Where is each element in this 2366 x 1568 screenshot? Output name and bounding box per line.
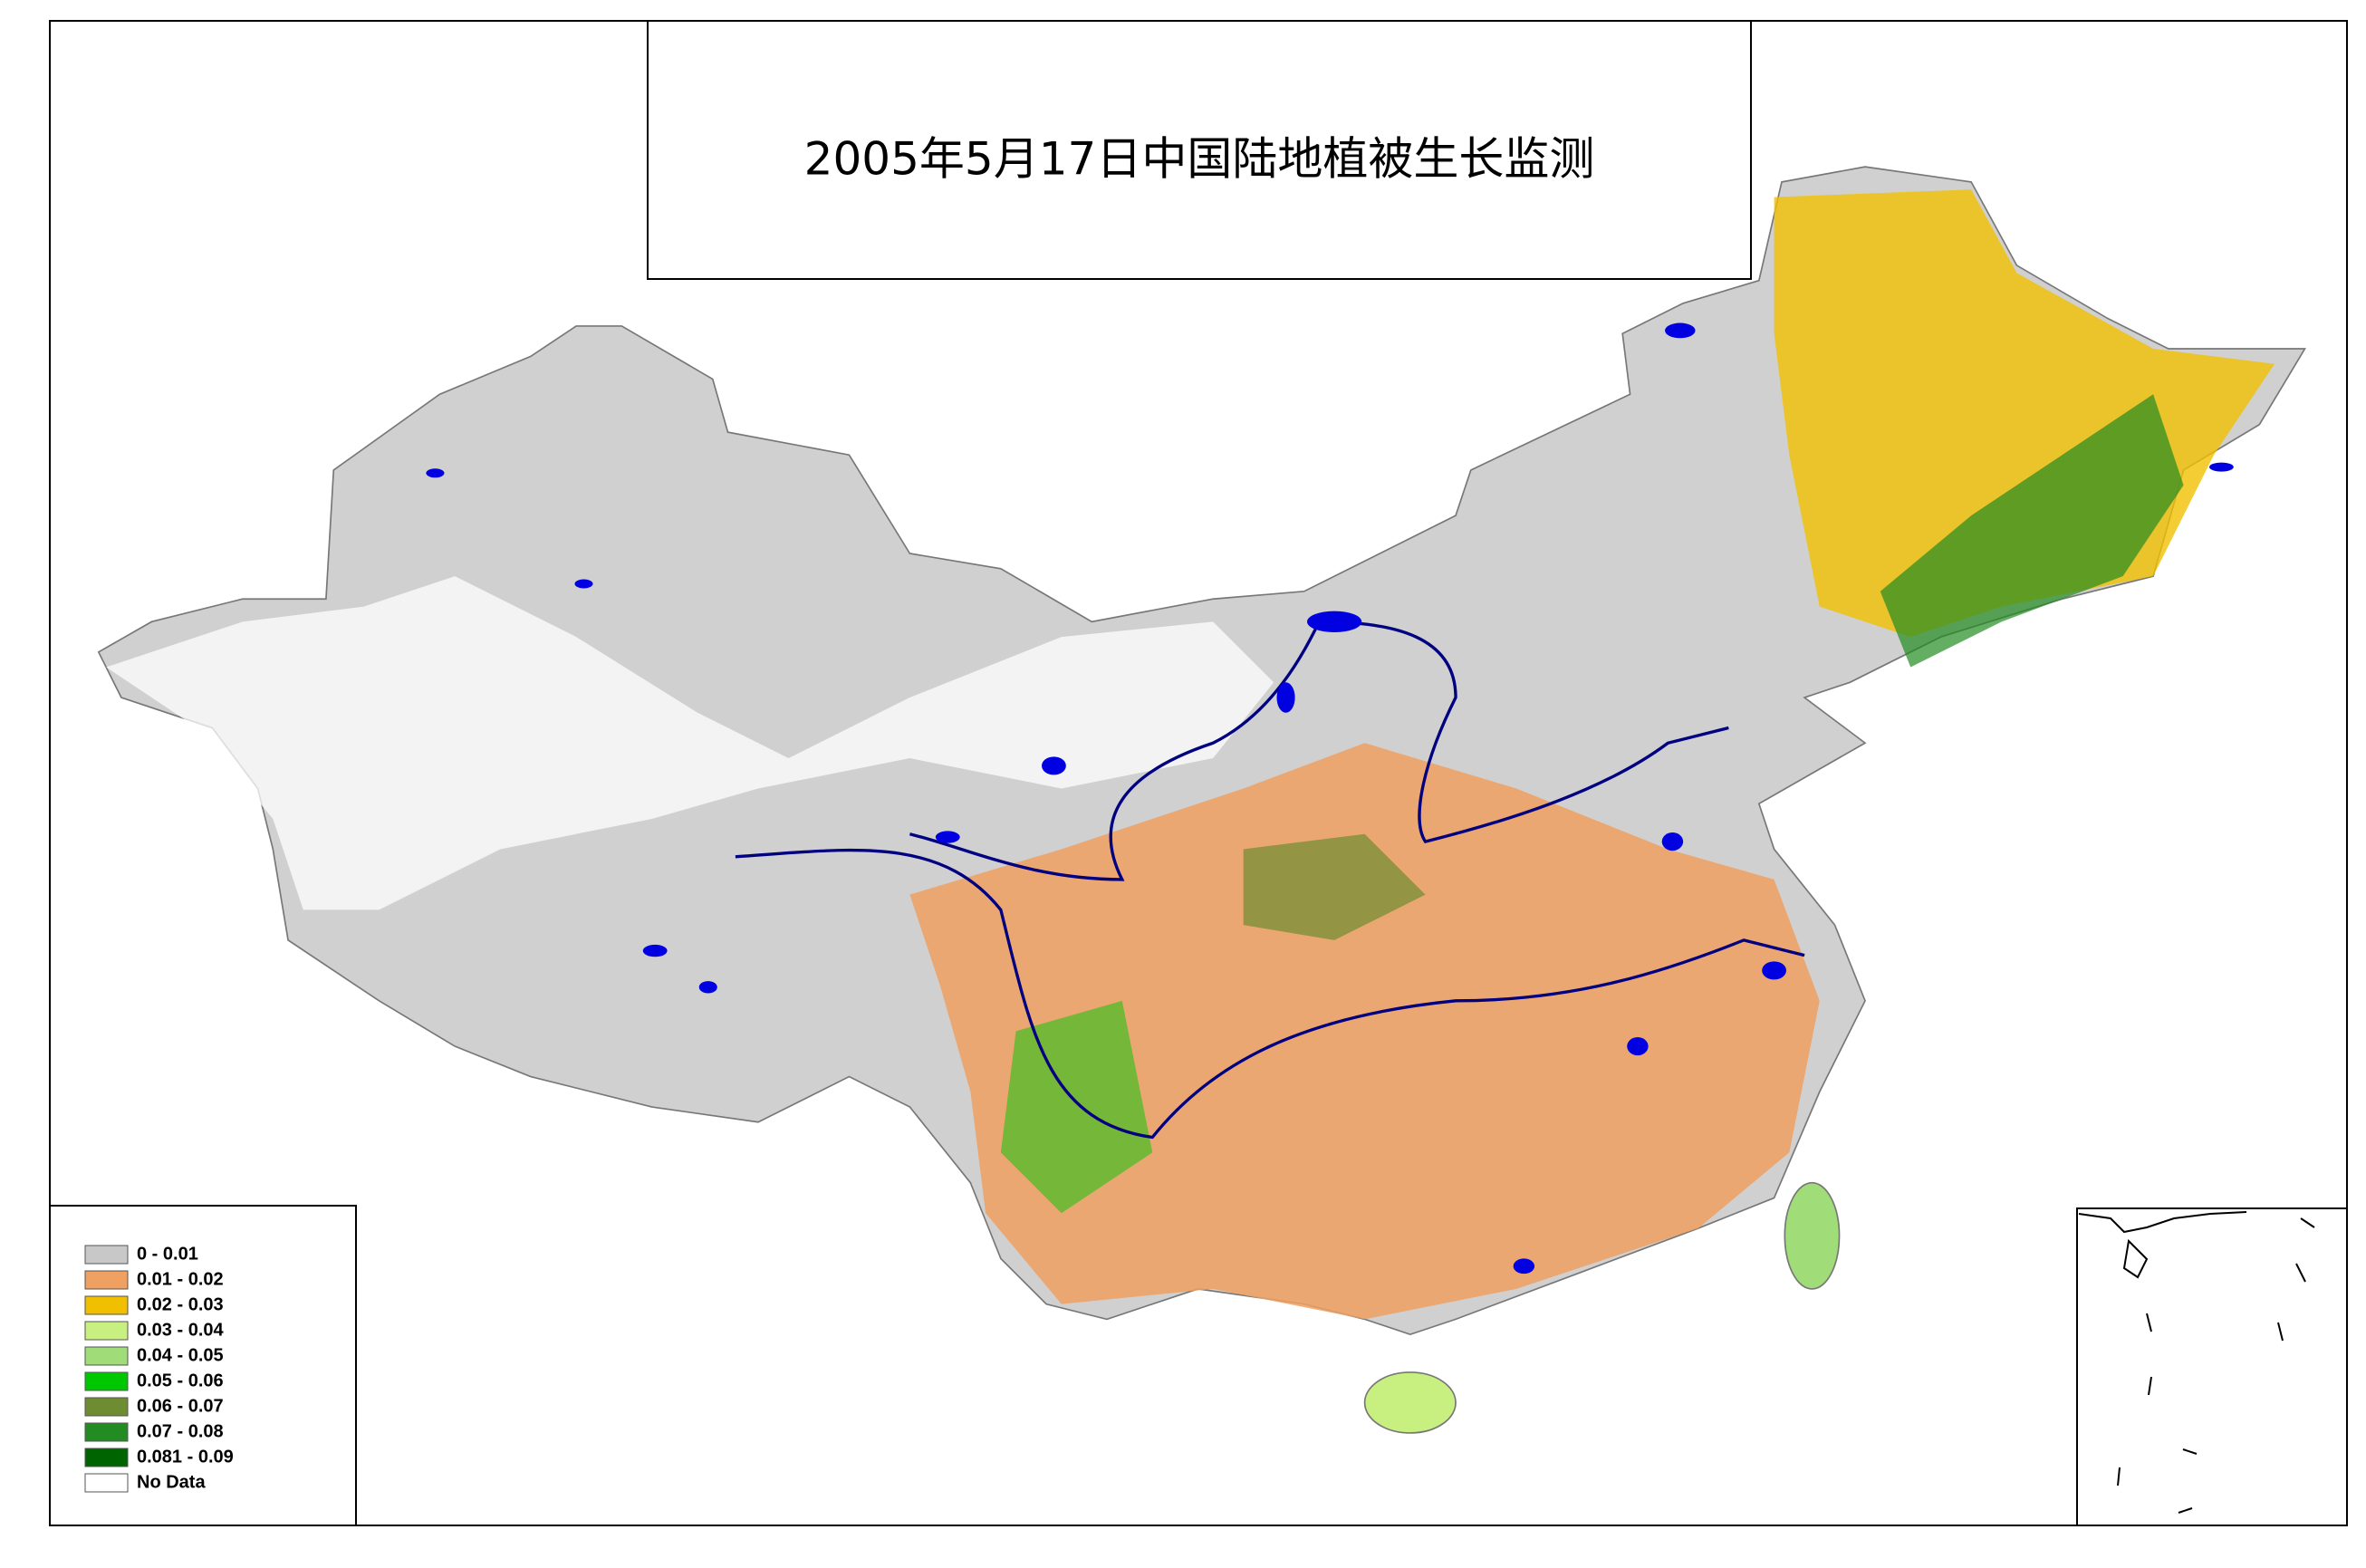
legend-swatch xyxy=(84,1270,129,1290)
no-data-west xyxy=(106,576,1274,910)
legend-swatch xyxy=(84,1346,129,1366)
legend-swatch xyxy=(84,1245,129,1265)
legend-swatch xyxy=(84,1321,129,1341)
yangtze-river xyxy=(735,848,1805,1140)
china-map xyxy=(97,166,2306,1434)
forest-central xyxy=(1243,833,1426,940)
legend-label: 0.01 - 0.02 xyxy=(137,1269,224,1289)
map-title: 2005年5月17日中国陆地植被生长监测 xyxy=(804,133,1595,186)
hainan xyxy=(1363,1371,1457,1434)
legend-swatch xyxy=(84,1473,129,1493)
legend-swatch xyxy=(84,1422,129,1442)
title-box xyxy=(647,20,1752,280)
south-china-sea-inset xyxy=(2076,1207,2348,1526)
legend-label: 0 - 0.01 xyxy=(137,1244,198,1264)
legend-label: 0.07 - 0.08 xyxy=(137,1421,224,1441)
legend-label: 0.04 - 0.05 xyxy=(137,1345,224,1365)
legend-swatch xyxy=(84,1295,129,1315)
inset-outlines xyxy=(2078,1211,2315,1514)
lakes xyxy=(426,322,2234,1275)
legend-label: 0.081 - 0.09 xyxy=(137,1447,234,1467)
legend-swatch xyxy=(84,1448,129,1467)
legend-label: 0.02 - 0.03 xyxy=(137,1294,224,1314)
taiwan xyxy=(1784,1181,1841,1290)
forest-south xyxy=(1000,1000,1153,1214)
legend-label: No Data xyxy=(137,1472,206,1492)
legend-label: 0.03 - 0.04 xyxy=(137,1320,225,1340)
legend-label: 0.06 - 0.07 xyxy=(137,1396,224,1416)
legend-swatch xyxy=(84,1397,129,1417)
forest-northeast xyxy=(1880,394,2184,668)
legend-swatch xyxy=(84,1371,129,1391)
legend-label: 0.05 - 0.06 xyxy=(137,1371,224,1390)
vegetation-east xyxy=(909,743,1820,1320)
